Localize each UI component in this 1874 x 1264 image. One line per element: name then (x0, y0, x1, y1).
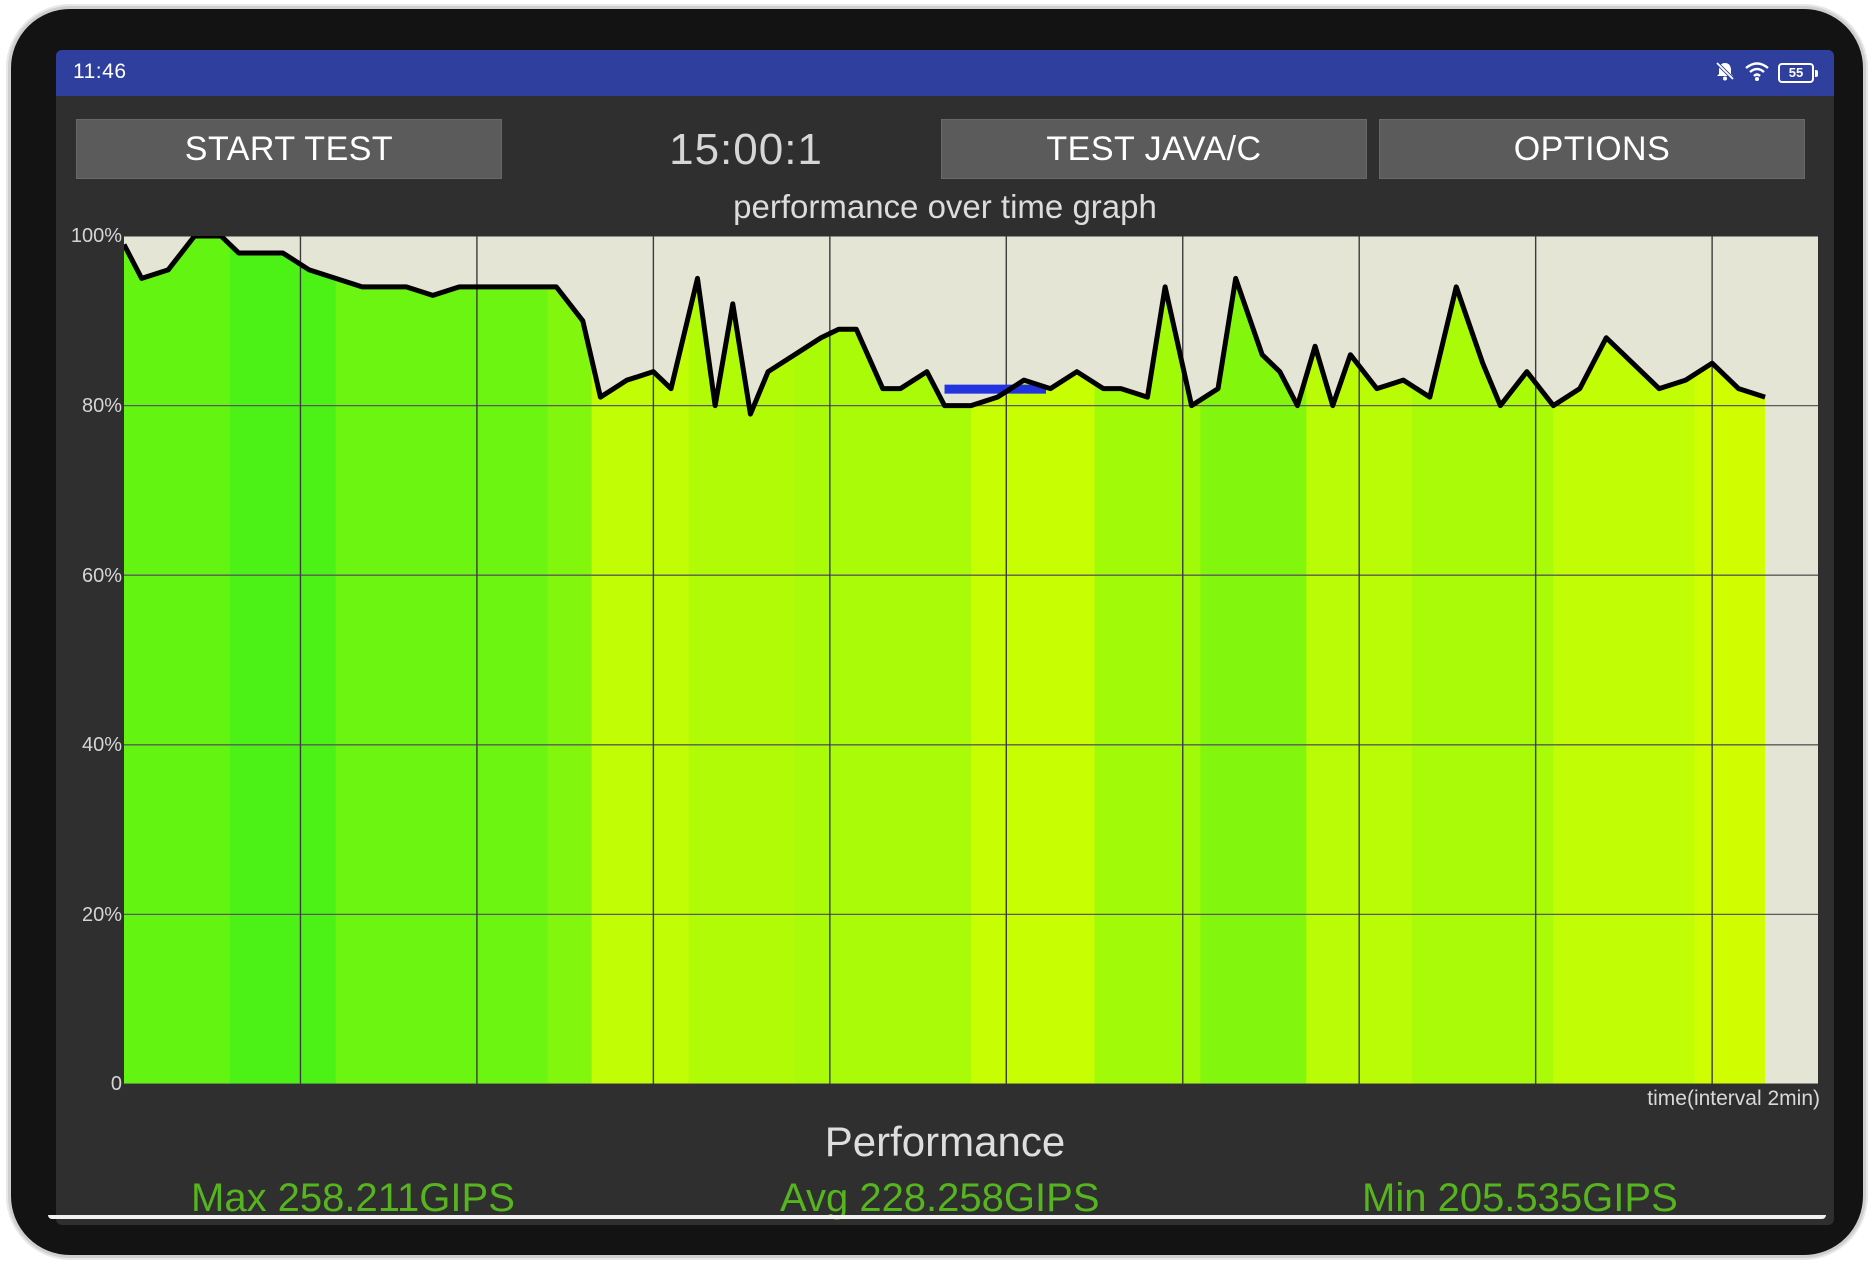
y-tick-0: 0 (110, 1073, 122, 1095)
y-tick-100: 100% (70, 225, 122, 247)
status-time: 11:46 (73, 60, 127, 83)
color-band-9 (1200, 236, 1308, 1084)
color-band-3 (547, 236, 593, 1084)
start-test-button[interactable]: START TEST (76, 119, 502, 179)
performance-graph (121, 233, 1818, 1085)
x-axis-label: time(interval 2min) (1647, 1087, 1820, 1110)
color-band-8 (1094, 236, 1202, 1084)
mute-bell-icon (1714, 60, 1736, 87)
test-java-c-button[interactable]: TEST JAVA/C (941, 119, 1367, 179)
color-band-12 (1553, 236, 1696, 1084)
test-timer: 15:00:1 (669, 125, 823, 174)
status-bar: 11:46 55 (56, 50, 1834, 96)
line-layer (121, 233, 1766, 417)
graph-title: performance over time graph (733, 188, 1157, 225)
max-gips: Max 258.211GIPS (191, 1176, 515, 1220)
y-tick-20: 20% (81, 904, 122, 926)
avg-gips: Avg 228.258GIPS (780, 1176, 1100, 1220)
wifi-icon (1744, 60, 1770, 87)
battery-icon: 55 (1778, 63, 1818, 83)
color-band-6 (794, 236, 972, 1084)
color-band-13 (1694, 236, 1766, 1084)
color-band-0 (124, 236, 231, 1084)
y-tick-60: 60% (81, 565, 122, 587)
performance-chart-svg (121, 233, 1818, 1085)
highlight-segment (944, 384, 1046, 394)
color-band-1 (229, 236, 337, 1084)
color-band-7 (971, 236, 1096, 1084)
status-icons: 55 (1714, 60, 1818, 87)
screen-edge (48, 1215, 1826, 1219)
y-tick-40: 40% (81, 734, 122, 756)
y-tick-80: 80% (81, 395, 122, 417)
color-bands (124, 236, 1766, 1084)
options-button[interactable]: OPTIONS (1379, 119, 1805, 179)
app-screen: 11:46 55 START TEST 15:0 (56, 50, 1834, 1225)
min-gips: Min 205.535GIPS (1362, 1176, 1678, 1220)
color-band-2 (335, 236, 549, 1084)
performance-title: Performance (824, 1118, 1066, 1165)
